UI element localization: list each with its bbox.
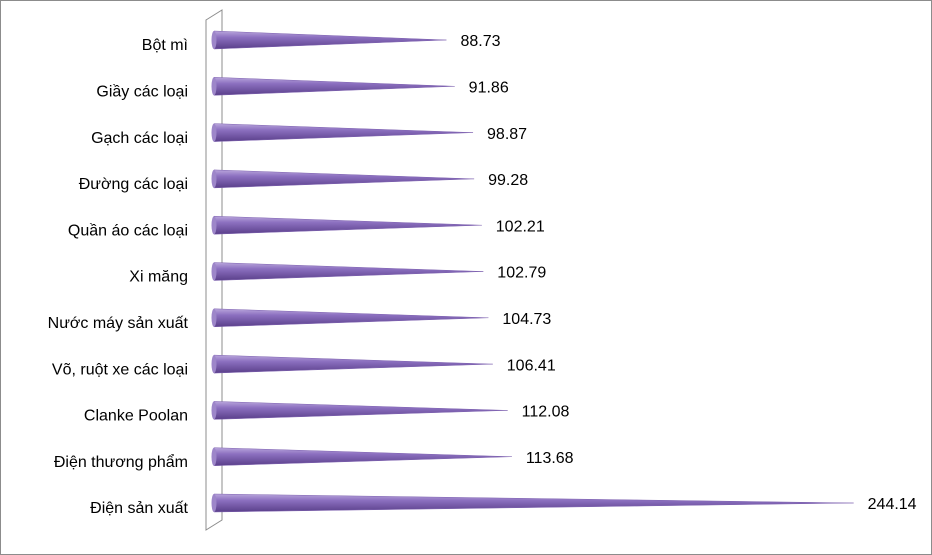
value-label: 106.41 <box>507 357 556 374</box>
category-label: Điện sản xuất <box>90 500 188 517</box>
cone-base <box>211 31 217 49</box>
value-label: 99.28 <box>488 172 528 189</box>
cone-base <box>211 262 217 281</box>
value-label: 102.21 <box>496 218 545 235</box>
category-label: Võ, ruột xe các loại <box>52 361 188 378</box>
category-label: Gạch các loại <box>91 130 188 147</box>
category-label: Đường các loại <box>79 176 188 193</box>
value-label: 91.86 <box>469 80 509 97</box>
value-label: 98.87 <box>487 126 527 143</box>
category-label: Nước máy sản xuất <box>48 315 189 332</box>
value-label: 244.14 <box>868 496 917 513</box>
value-label: 104.73 <box>502 311 551 328</box>
value-label: 102.79 <box>497 265 546 282</box>
category-label: Giầy các loại <box>96 84 188 101</box>
cone-base <box>211 308 217 327</box>
value-label: 113.68 <box>526 450 574 467</box>
category-label: Clanke Poolan <box>84 408 188 425</box>
cone-base <box>211 216 217 235</box>
value-label: 88.73 <box>460 33 500 50</box>
cone-base <box>211 494 217 512</box>
cone-base <box>211 447 217 466</box>
cone-base <box>211 169 217 188</box>
category-label: Điện thương phẩm <box>54 453 188 471</box>
category-label: Xi măng <box>129 269 188 286</box>
cone-base <box>211 123 217 142</box>
cone-base <box>211 355 217 374</box>
cone-base <box>211 77 217 96</box>
cone-base <box>211 401 217 420</box>
value-label: 112.08 <box>522 404 570 421</box>
category-label: Quần áo các loại <box>68 222 188 239</box>
category-label: Bột mì <box>142 37 188 54</box>
